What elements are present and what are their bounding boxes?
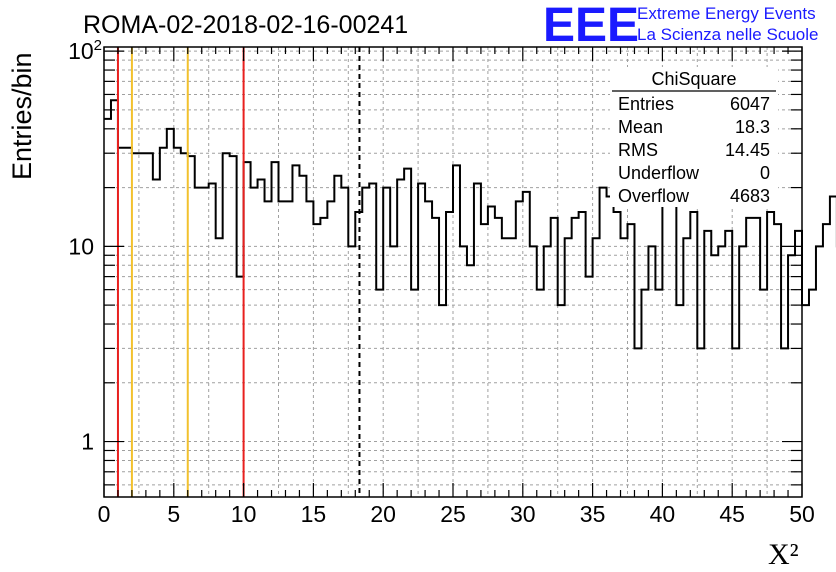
stats-row-label: Entries [618, 94, 674, 114]
eee-logo-line2: La Scienza nelle Scuole [637, 25, 818, 44]
x-tick-label: 15 [301, 501, 327, 527]
x-tick-label: 30 [510, 501, 536, 527]
y-tick-label: 1 [81, 429, 94, 455]
stats-row-value: 4683 [730, 186, 770, 206]
stats-row-label: Underflow [618, 163, 700, 183]
stats-row-value: 6047 [730, 94, 770, 114]
x-tick-label: 0 [98, 501, 111, 527]
stats-row-value: 18.3 [735, 117, 770, 137]
stats-row-label: Overflow [618, 186, 690, 206]
eee-logo-line1: Extreme Energy Events [637, 4, 816, 23]
x-tick-label: 40 [650, 501, 676, 527]
reference-lines [116, 47, 361, 497]
x-tick-label: 50 [789, 501, 815, 527]
x-tick-label: 45 [719, 501, 745, 527]
stats-row-value: 0 [760, 163, 770, 183]
x-axis-label: X² [768, 538, 799, 571]
stats-row-label: Mean [618, 117, 663, 137]
x-tick-label: 20 [370, 501, 396, 527]
y-tick-label: 10 [68, 233, 94, 259]
stats-box-title: ChiSquare [651, 69, 736, 89]
histogram [104, 99, 836, 350]
eee-logo-mark: EEE [543, 0, 639, 52]
chart-title: ROMA-02-2018-02-16-00241 [83, 11, 408, 39]
x-tick-label: 25 [440, 501, 466, 527]
eee-logo: EEE Extreme Energy Events La Scienza nel… [543, 0, 818, 52]
x-tick-label: 35 [580, 501, 606, 527]
y-axis-label: Entries/bin [7, 52, 37, 180]
stats-row-value: 14.45 [725, 140, 770, 160]
stats-row-label: RMS [618, 140, 658, 160]
stats-box: ChiSquare Entries 6047 Mean 18.3 RMS 14.45 Und… [610, 67, 778, 207]
x-tick-label: 5 [167, 501, 180, 527]
stats-box-background [610, 67, 778, 207]
histogram-outline [104, 99, 836, 350]
x-tick-label: 10 [231, 501, 257, 527]
